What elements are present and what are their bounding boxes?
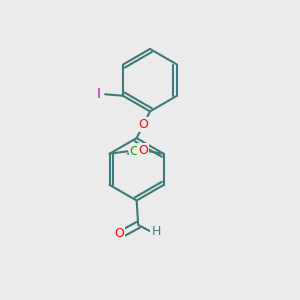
- Text: H: H: [151, 225, 160, 238]
- Text: Cl: Cl: [130, 145, 142, 158]
- Text: O: O: [138, 144, 148, 157]
- Text: I: I: [97, 87, 101, 101]
- Text: O: O: [114, 227, 124, 240]
- Text: O: O: [138, 118, 148, 131]
